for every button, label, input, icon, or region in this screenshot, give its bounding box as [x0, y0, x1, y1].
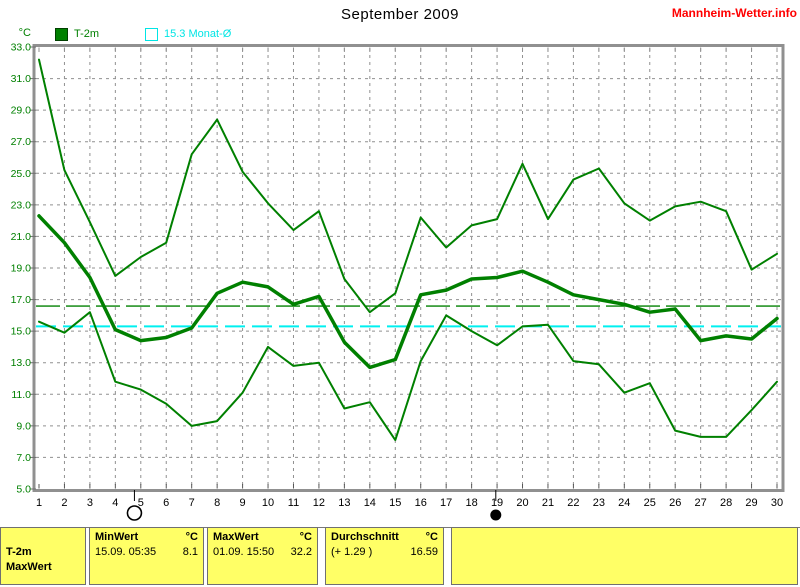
svg-text:1: 1	[36, 497, 42, 509]
monat-avg-legend-label: 15.3 Monat-Ø	[164, 28, 232, 40]
svg-text:31.0: 31.0	[11, 73, 32, 85]
svg-text:22: 22	[567, 497, 579, 509]
svg-text:19.0: 19.0	[11, 263, 32, 275]
monat-avg-swatch-icon	[145, 28, 158, 41]
svg-text:11: 11	[288, 497, 299, 509]
table-row-label: T-2m	[6, 546, 32, 558]
svg-text:7.0: 7.0	[16, 452, 31, 464]
svg-text:5: 5	[138, 497, 144, 509]
table-row-label-clipped: MaxWert	[6, 561, 52, 573]
svg-text:26: 26	[669, 497, 681, 509]
svg-text:3: 3	[87, 497, 93, 509]
axis-ticks	[30, 46, 778, 490]
site-watermark-link[interactable]: Mannheim-Wetter.info	[671, 6, 797, 20]
legend-item-t2m: T-2m	[55, 28, 99, 41]
minwert-cell: MinWert °C 15.09. 05:35 8.1	[89, 527, 204, 585]
svg-text:29.0: 29.0	[11, 105, 32, 117]
maxwert-datetime: 01.09. 15:50	[213, 546, 275, 558]
svg-text:18: 18	[465, 497, 477, 509]
svg-text:24: 24	[618, 497, 630, 509]
svg-text:20: 20	[516, 497, 528, 509]
durchschnitt-cell: Durchschnitt °C (+ 1.29 ) 16.59	[325, 527, 444, 585]
legend-item-monat-avg: 15.3 Monat-Ø	[145, 28, 231, 41]
svg-text:17: 17	[440, 497, 452, 509]
svg-text:30: 30	[771, 497, 783, 509]
svg-text:25.0: 25.0	[11, 168, 32, 180]
x-axis-labels: 1 2 3 4 5 6 7 8 9 10 11 12 13 14 15 16 17 18 19 20 21 22 23 24 2…	[36, 497, 783, 509]
svg-text:19: 19	[491, 497, 503, 509]
temperature-line-chart: 33.031.029.027.025.023.021.019.017.015.0…	[11, 42, 785, 521]
minwert-header: MinWert	[95, 531, 139, 543]
svg-text:16: 16	[415, 497, 427, 509]
stats-table: T-2m MaxWert MinWert °C 15.09. 05:35 8.1 M…	[0, 527, 800, 587]
series-1	[37, 214, 779, 370]
svg-text:15.0: 15.0	[11, 326, 32, 338]
maxwert-cell: MaxWert °C 01.09. 15:50 32.2	[207, 527, 318, 585]
svg-text:13: 13	[338, 497, 350, 509]
durchschnitt-header: Durchschnitt	[331, 531, 399, 543]
svg-text:29: 29	[745, 497, 757, 509]
svg-text:13.0: 13.0	[11, 357, 32, 369]
y-axis-unit-label: °C	[18, 27, 31, 39]
svg-text:27: 27	[695, 497, 707, 509]
page-title: September 2009	[341, 6, 459, 23]
maxwert-unit: °C	[299, 531, 312, 543]
svg-text:9.0: 9.0	[16, 420, 31, 432]
svg-text:25: 25	[644, 497, 656, 509]
svg-text:2: 2	[61, 497, 67, 509]
svg-text:11.0: 11.0	[11, 389, 31, 401]
minwert-value: 8.1	[182, 546, 198, 558]
minwert-datetime: 15.09. 05:35	[95, 546, 157, 558]
durchschnitt-unit: °C	[425, 531, 438, 543]
t2m-series-swatch-icon	[55, 28, 68, 41]
svg-text:27.0: 27.0	[11, 136, 32, 148]
svg-text:23.0: 23.0	[11, 199, 32, 211]
svg-text:21.0: 21.0	[11, 231, 32, 243]
svg-text:6: 6	[163, 497, 169, 509]
series-2	[38, 311, 778, 442]
maxwert-header: MaxWert	[213, 531, 259, 543]
svg-text:12: 12	[313, 497, 325, 509]
svg-text:8: 8	[214, 497, 220, 509]
svg-text:5.0: 5.0	[16, 484, 31, 496]
svg-text:21: 21	[542, 497, 554, 509]
svg-text:9: 9	[240, 497, 246, 509]
gridlines	[36, 48, 781, 488]
svg-text:7: 7	[189, 497, 195, 509]
svg-text:33.0: 33.0	[11, 42, 32, 54]
svg-text:17.0: 17.0	[11, 294, 32, 306]
series-0	[38, 58, 778, 314]
svg-text:15: 15	[389, 497, 401, 509]
svg-text:10: 10	[262, 497, 274, 509]
maxwert-value: 32.2	[290, 546, 312, 558]
new-moon-icon	[490, 490, 502, 521]
svg-text:4: 4	[112, 497, 118, 509]
durchschnitt-anomaly: (+ 1.29 )	[331, 546, 373, 558]
full-moon-icon	[126, 490, 143, 521]
empty-cell	[451, 527, 798, 585]
durchschnitt-value: 16.59	[410, 546, 438, 558]
svg-text:23: 23	[593, 497, 605, 509]
svg-text:14: 14	[364, 497, 376, 509]
svg-text:28: 28	[720, 497, 732, 509]
t2m-legend-label: T-2m	[74, 28, 100, 40]
stats-row-label-cell: T-2m MaxWert	[0, 527, 86, 585]
y-axis-labels: 33.0 31.0 29.0 27.0 25.0 23.0 21.0 19.0 17.0 15.0…	[11, 42, 32, 496]
minwert-unit: °C	[185, 531, 198, 543]
